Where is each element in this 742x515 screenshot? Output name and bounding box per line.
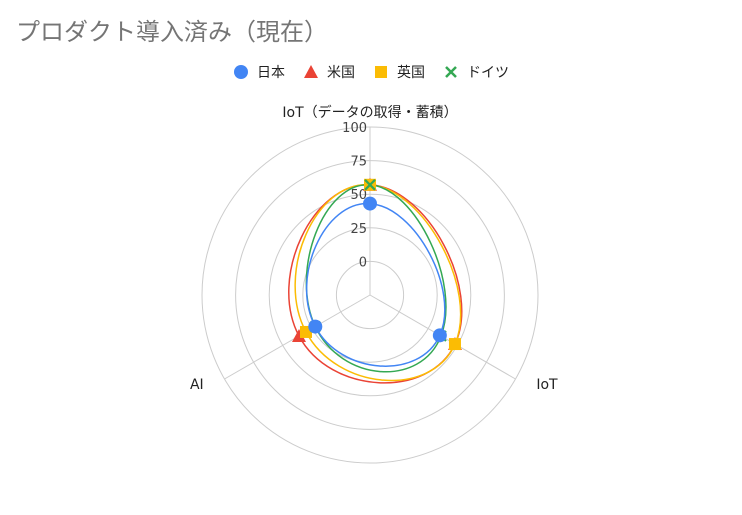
legend-item-usa[interactable]: 米国 — [303, 62, 355, 82]
legend-x-marker — [445, 66, 457, 78]
legend-label: 英国 — [397, 65, 425, 81]
axis-label: IoT — [536, 377, 558, 393]
radial-tick-label: 0 — [359, 255, 367, 270]
series-line — [288, 184, 463, 384]
legend-circle-marker — [234, 65, 248, 79]
radial-tick-label: 75 — [350, 155, 367, 170]
legend: 日本 米国 英国 ドイツ — [0, 62, 742, 82]
legend-label: 日本 — [257, 65, 285, 81]
legend-item-japan[interactable]: 日本 — [233, 62, 285, 82]
legend-square-marker — [375, 66, 387, 78]
radial-tick-label: 100 — [342, 121, 367, 136]
radial-tick-label: 50 — [350, 188, 367, 203]
data-point — [448, 338, 461, 351]
radial-tick-label: 25 — [350, 222, 367, 237]
data-point — [308, 319, 323, 334]
series-line — [305, 202, 446, 367]
legend-label: 米国 — [327, 65, 355, 81]
axis-label: AI — [190, 377, 204, 393]
data-point — [291, 328, 306, 342]
data-point — [364, 179, 376, 191]
legend-item-germany[interactable]: ドイツ — [443, 62, 509, 82]
chart-title: プロダクト導入済み（現在） — [16, 18, 328, 46]
data-point — [432, 328, 447, 343]
legend-label: ドイツ — [467, 65, 509, 81]
legend-item-uk[interactable]: 英国 — [373, 62, 425, 82]
legend-triangle-marker — [304, 65, 318, 78]
series-line — [294, 184, 462, 382]
data-point — [363, 196, 377, 211]
series-line — [305, 184, 447, 373]
axis-label: IoT（データの取得・蓄積） — [282, 104, 457, 121]
